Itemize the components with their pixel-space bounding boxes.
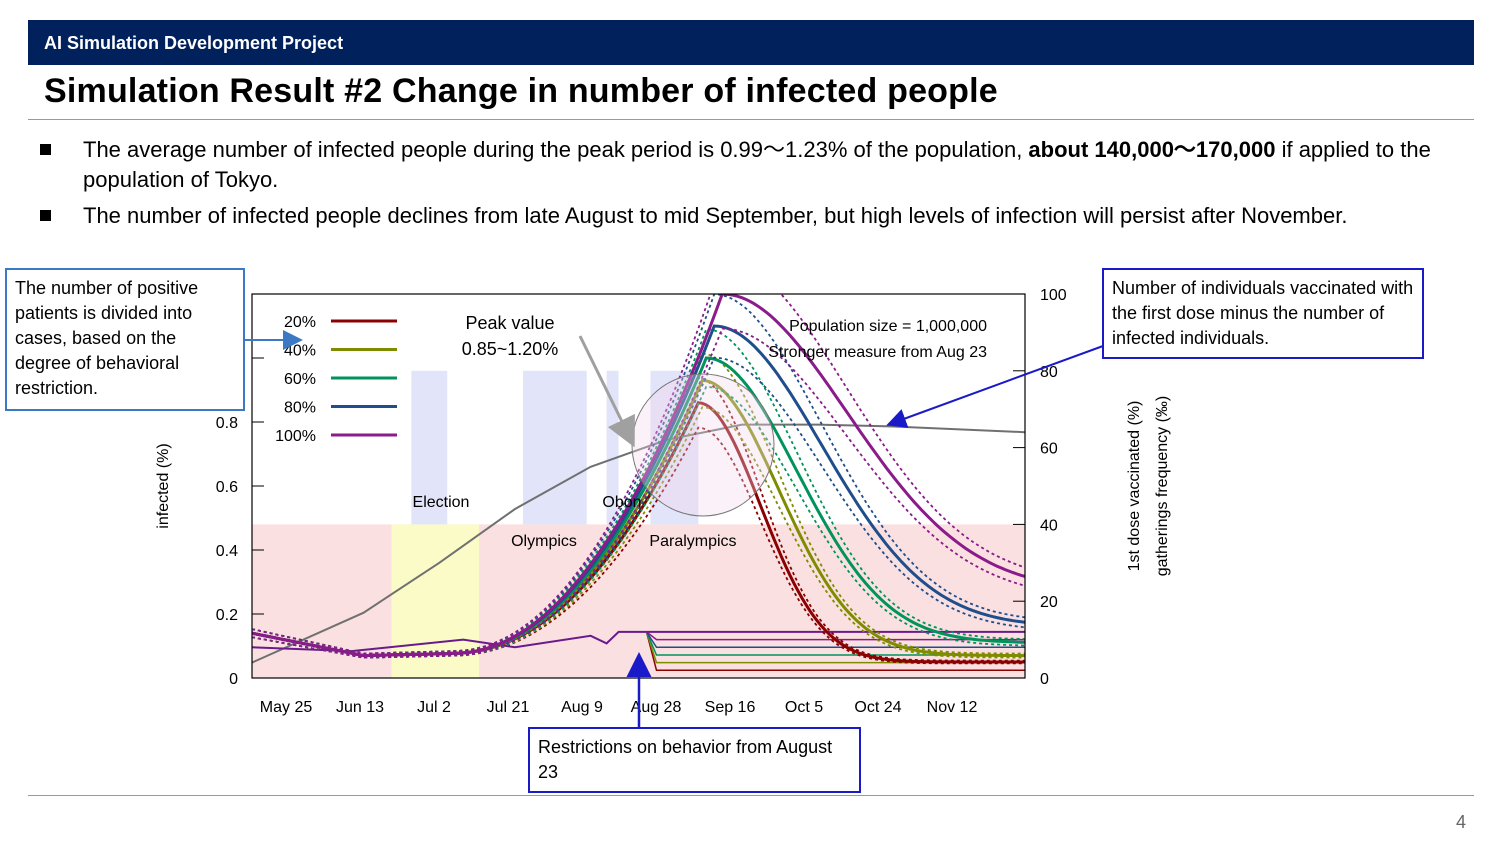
page-number: 4 — [1455, 812, 1466, 832]
infection-bound-line — [252, 356, 1025, 659]
x-tick-label: Aug 28 — [631, 699, 682, 716]
peak-arrow — [578, 335, 635, 448]
infection-bound-line — [252, 385, 1025, 659]
event-region — [606, 370, 619, 525]
infection-bound-line — [252, 294, 1025, 655]
gathering-level-line — [645, 631, 1025, 672]
event-region — [411, 370, 448, 525]
project-label: AI Simulation Development Project — [44, 33, 344, 53]
event-region — [522, 370, 587, 525]
x-tick-label: Aug 9 — [561, 699, 603, 716]
page-title: Simulation Result #2 Change in number of… — [44, 72, 998, 110]
obon-label: Obon — [602, 494, 641, 511]
peak-highlight-circle — [631, 373, 775, 517]
bullet-marker — [40, 210, 51, 221]
y-left-tick-label: 0.4 — [216, 543, 238, 560]
bullet-marker — [40, 144, 51, 155]
paralympics-label: Paralympics — [649, 533, 736, 550]
gathering-level-line — [645, 631, 1025, 664]
peak-label-1: Peak value — [465, 313, 554, 333]
right-callout-arrow — [886, 345, 1104, 428]
infection-line — [252, 294, 1025, 658]
infection-bound-line — [252, 327, 1025, 659]
y-left-label: infected (%) — [155, 443, 172, 528]
legend-label: 100% — [275, 428, 316, 445]
y-left-tick-label: 0 — [229, 671, 238, 688]
x-tick-label: Nov 12 — [927, 699, 978, 716]
y-right-label-2: gatherings frequency (‰) — [1154, 396, 1171, 577]
legend-label: 60% — [284, 371, 316, 388]
gathering-level-line — [645, 631, 1025, 656]
title-divider — [28, 119, 1474, 120]
header-bar: AI Simulation Development Project — [28, 20, 1474, 65]
x-tick-label: Oct 24 — [854, 699, 901, 716]
election-label: Election — [413, 494, 470, 511]
x-tick-label: Jul 21 — [487, 699, 530, 716]
bullet-2: The number of infected people declines f… — [83, 203, 1348, 228]
legend-label: 80% — [284, 400, 316, 417]
y-right-tick-label: 20 — [1040, 594, 1058, 611]
legend-label: 20% — [284, 314, 316, 331]
right-callout: Number of individuals vaccinated with th… — [1102, 268, 1424, 359]
gathering-level-line — [646, 631, 1025, 641]
peak-label-2: 0.85~1.20% — [462, 339, 559, 359]
left-callout: The number of positive patients is divid… — [5, 268, 245, 411]
y-right-label-1: 1st dose vaccinated (%) — [1126, 401, 1143, 572]
x-tick-label: Jul 2 — [417, 699, 451, 716]
bottom-callout: Restrictions on behavior from August 23 — [528, 727, 861, 793]
infection-bound-line — [252, 294, 1025, 655]
x-tick-label: Jun 13 — [336, 699, 384, 716]
y-left-tick-label: 0.8 — [216, 415, 238, 432]
y-right-tick-label: 0 — [1040, 671, 1049, 688]
bullet-1: The average number of infected people du… — [83, 137, 1431, 192]
gathering-line — [252, 630, 1025, 653]
y-left-tick-label: 0.6 — [216, 479, 238, 496]
population-label: Population size = 1,000,000 — [789, 318, 987, 335]
y-right-tick-label: 40 — [1040, 517, 1058, 534]
infection-bound-line — [252, 406, 1025, 659]
footer-divider — [28, 795, 1474, 796]
measure-label: Stronger measure from Aug 23 — [768, 344, 987, 361]
x-tick-label: May 25 — [260, 699, 313, 716]
y-right-tick-label: 60 — [1040, 441, 1058, 458]
y-left-tick-label: 0.2 — [216, 607, 238, 624]
olympics-label: Olympics — [511, 533, 577, 550]
legend-label: 40% — [284, 343, 316, 360]
x-tick-label: Oct 5 — [785, 699, 823, 716]
y-right-tick-label: 100 — [1040, 287, 1067, 304]
x-tick-label: Sep 16 — [705, 699, 756, 716]
